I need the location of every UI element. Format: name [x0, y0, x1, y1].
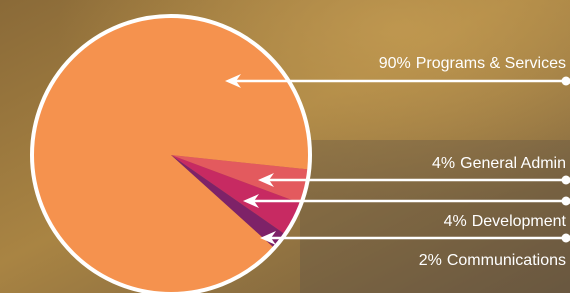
page: 90% Programs & Services 4% General Admin 4% D…: [0, 0, 570, 293]
chart: 90% Programs & Services 4% General Admin 4% D…: [0, 0, 570, 293]
callout-label: 2% Communications: [419, 252, 566, 269]
callout-label: 4% General Admin: [432, 155, 566, 172]
category-label: Development: [472, 213, 567, 230]
category-label: General Admin: [460, 155, 566, 172]
category-label: Communications: [447, 252, 566, 269]
pie: [32, 16, 310, 293]
value-label: 4%: [432, 155, 455, 172]
value-label: 90%: [379, 55, 411, 72]
value-label: 4%: [444, 213, 467, 230]
callout-label: 90% Programs & Services: [379, 55, 566, 72]
value-label: 2%: [419, 252, 442, 269]
callout-label: 4% Development: [444, 213, 567, 230]
category-label: Programs & Services: [416, 55, 566, 72]
